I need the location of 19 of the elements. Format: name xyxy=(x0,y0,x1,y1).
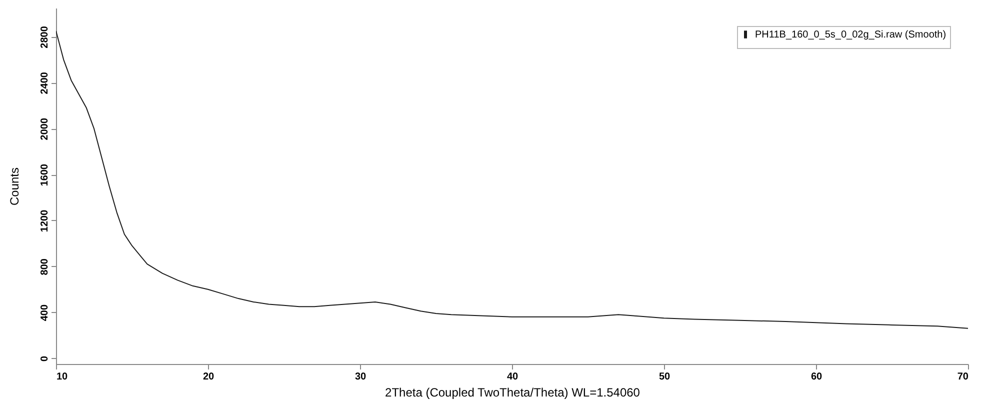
x-axis-title: 2Theta (Coupled TwoTheta/Theta) WL=1.54060 xyxy=(385,386,640,400)
y-tick-label: 2800 xyxy=(40,26,50,48)
y-tick-label: 1200 xyxy=(40,209,50,232)
y-tick-label: 2000 xyxy=(40,118,50,140)
y-tick-label: 0 xyxy=(40,356,50,362)
x-tick-label: 40 xyxy=(506,372,518,382)
x-tick-label: 20 xyxy=(202,372,214,382)
y-tick-label: 800 xyxy=(40,258,50,276)
x-tick-label: 70 xyxy=(957,372,969,382)
x-tick-label: 60 xyxy=(810,372,822,382)
legend-label: PH11B_160_0_5s_0_02g_Si.raw (Smooth) xyxy=(755,30,946,40)
x-tick-label: 50 xyxy=(658,372,670,382)
line-series xyxy=(56,30,968,329)
y-axis-title: Counts xyxy=(8,167,22,206)
x-tick-label: 30 xyxy=(354,372,366,382)
x-tick-label: 10 xyxy=(56,372,68,382)
y-tick-label: 400 xyxy=(40,304,50,322)
y-tick-label: 1600 xyxy=(40,163,50,186)
y-tick-label: 2400 xyxy=(40,72,50,94)
